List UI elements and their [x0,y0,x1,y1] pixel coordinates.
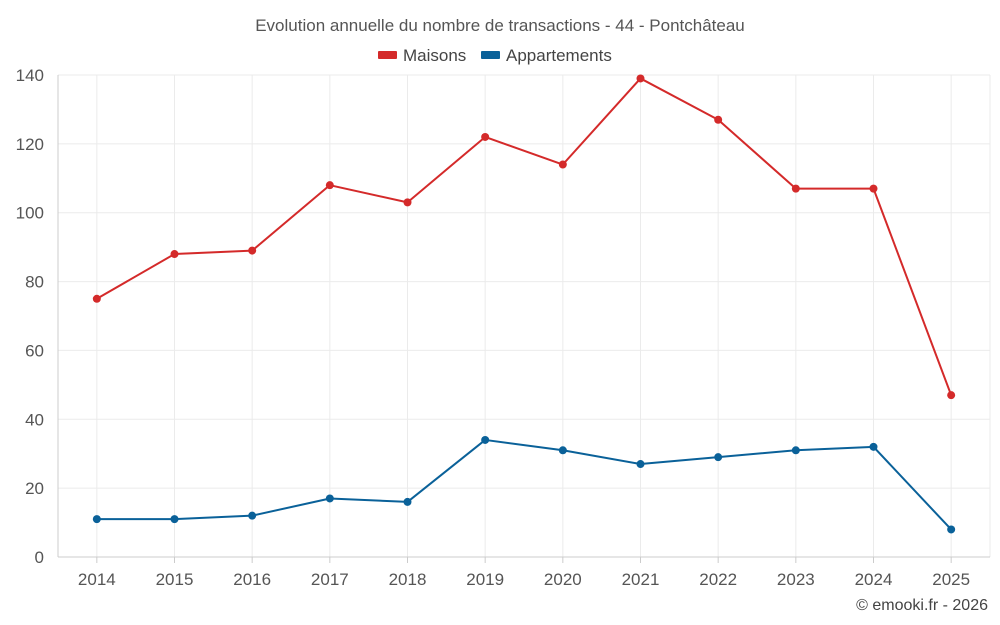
x-tick-label: 2015 [156,570,194,589]
data-point-maisons[interactable] [791,184,800,193]
series-appartements [92,435,956,534]
data-point-appartements[interactable] [170,515,179,524]
legend-swatch-appartements [481,51,500,59]
x-tick-label: 2022 [699,570,737,589]
data-point-maisons[interactable] [403,198,412,207]
x-tick-label: 2016 [233,570,271,589]
x-tick-label: 2024 [855,570,893,589]
data-point-maisons[interactable] [325,181,334,190]
grid [57,74,991,558]
series-line-appartements [95,438,953,531]
x-tick-label: 2020 [544,570,582,589]
x-tick-label: 2019 [466,570,504,589]
data-point-maisons[interactable] [170,250,179,259]
series-line-maisons [95,77,953,397]
x-tick-label: 2018 [389,570,427,589]
y-tick-label: 40 [25,410,44,429]
y-axis-ticks: 0 20 40 60 80 100 120 140 [16,66,44,567]
legend-label-maisons[interactable]: Maisons [403,46,466,65]
y-tick-label: 0 [35,548,44,567]
data-point-appartements[interactable] [325,494,334,503]
data-point-maisons[interactable] [714,115,723,124]
data-point-appartements[interactable] [481,435,490,444]
data-point-appartements[interactable] [248,511,257,520]
data-point-appartements[interactable] [791,446,800,455]
x-axis-ticks: 2014 2015 2016 2017 2018 2019 2020 2021 2022 2023… [78,557,970,589]
data-point-appartements[interactable] [714,453,723,462]
data-point-maisons[interactable] [558,160,567,169]
data-point-appartements[interactable] [558,446,567,455]
data-point-maisons[interactable] [481,132,490,141]
data-point-appartements[interactable] [636,460,645,469]
x-tick-label: 2014 [78,570,116,589]
x-tick-label: 2021 [622,570,660,589]
y-tick-label: 100 [16,204,44,223]
data-point-appartements[interactable] [947,525,956,534]
series [92,74,956,534]
x-tick-label: 2025 [932,570,970,589]
chart-title: Evolution annuelle du nombre de transact… [255,16,745,35]
data-point-maisons[interactable] [248,246,257,255]
data-point-maisons[interactable] [869,184,878,193]
credit-text: © emooki.fr - 2026 [856,597,988,614]
y-tick-label: 80 [25,273,44,292]
data-point-appartements[interactable] [92,515,101,524]
y-tick-label: 120 [16,135,44,154]
data-point-maisons[interactable] [636,74,645,83]
data-point-appartements[interactable] [403,497,412,506]
x-tick-label: 2017 [311,570,349,589]
y-tick-label: 140 [16,66,44,85]
y-tick-label: 20 [25,479,44,498]
x-tick-label: 2023 [777,570,815,589]
legend-swatch-maisons [378,51,397,59]
data-point-appartements[interactable] [869,442,878,451]
series-maisons [92,74,956,400]
y-tick-label: 60 [25,341,44,360]
data-point-maisons[interactable] [92,294,101,303]
data-point-maisons[interactable] [947,391,956,400]
legend: Maisons Appartements [378,46,612,65]
legend-label-appartements[interactable]: Appartements [506,46,612,65]
